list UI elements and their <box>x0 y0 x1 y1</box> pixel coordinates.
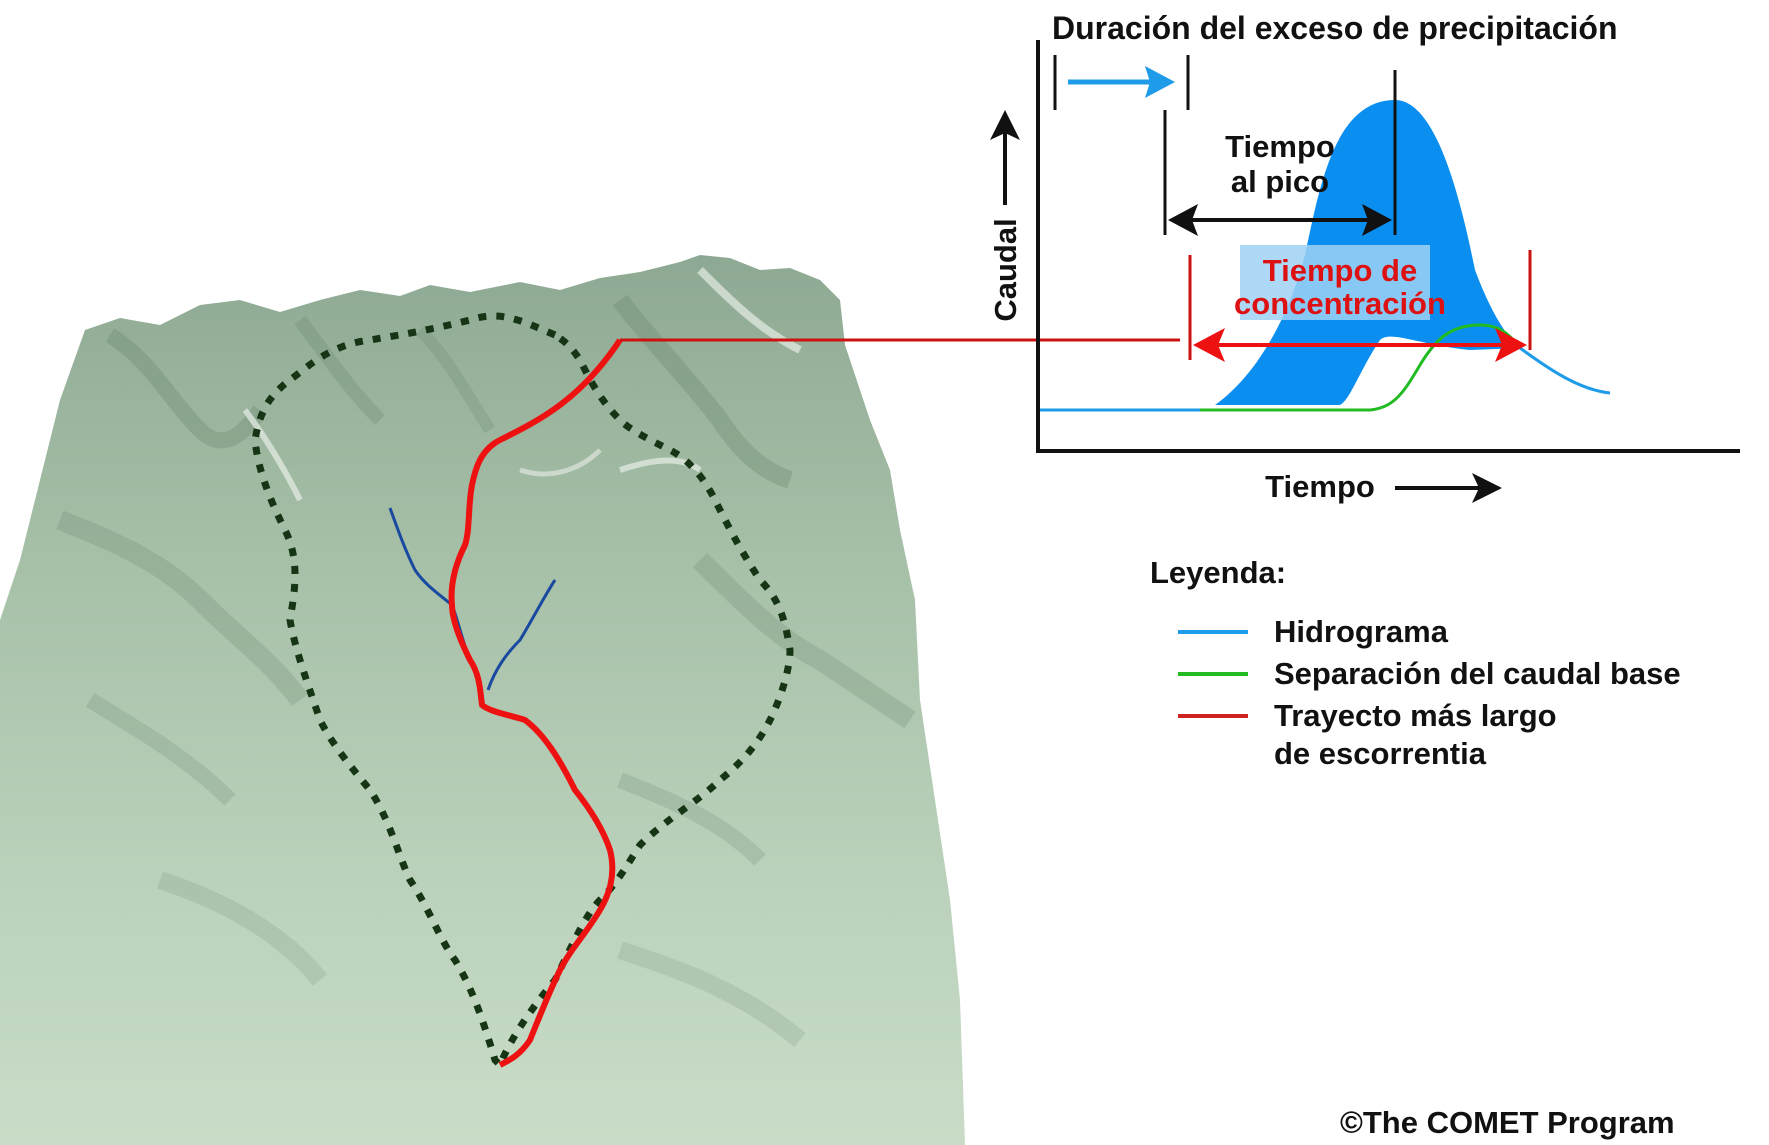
x-axis-arrow-icon <box>1395 473 1502 503</box>
legend-swatch-hydrograph <box>1178 630 1248 634</box>
legend-label-runoff-line1: Trayecto más largo <box>1274 698 1557 733</box>
longest-runoff-path <box>448 338 623 1068</box>
legend-item-hydrograph: Hidrograma <box>1150 613 1681 655</box>
copyright-notice: ©The COMET Program <box>1340 1105 1675 1140</box>
label-highlight <box>1240 245 1430 320</box>
legend-label-runoff-path: Trayecto más largo de escorrentia <box>1274 697 1557 773</box>
hydrograph: Duración del exceso de precipitación Tie… <box>988 10 1740 504</box>
terrain-relief <box>56 267 916 1047</box>
time-to-peak-label-2: al pico <box>1231 164 1329 199</box>
y-axis-arrow-icon <box>990 110 1020 205</box>
time-to-peak-label-1: Tiempo <box>1225 129 1335 164</box>
legend: Leyenda: Hidrograma Separación del cauda… <box>1150 555 1681 787</box>
legend-title: Leyenda: <box>1150 555 1287 590</box>
tributary-right <box>486 579 557 691</box>
legend-label-runoff-line2: de escorrentia <box>1274 736 1486 771</box>
legend-label-hydrograph: Hidrograma <box>1274 614 1448 649</box>
legend-label-baseflow: Separación del caudal base <box>1274 656 1681 691</box>
legend-swatch-baseflow <box>1178 672 1248 676</box>
duration-label: Duración del exceso de precipitación <box>1052 10 1618 46</box>
legend-item-baseflow: Separación del caudal base <box>1150 655 1681 697</box>
hydrograph-line <box>1040 346 1611 412</box>
y-axis-label: Caudal <box>988 218 1023 321</box>
legend-item-runoff-path: Trayecto más largo de escorrentia <box>1150 697 1681 787</box>
duration-arrow-icon <box>1068 66 1175 98</box>
baseflow-separation-line <box>1200 323 1522 412</box>
concentration-arrow-icon <box>1193 328 1527 362</box>
legend-swatch-runoff-path <box>1178 714 1248 718</box>
x-axis-label: Tiempo <box>1265 469 1375 504</box>
concentration-label-1: Tiempo de <box>1263 253 1417 288</box>
time-to-peak-arrow-icon <box>1168 204 1392 236</box>
concentration-label-2: concentración <box>1234 286 1446 321</box>
